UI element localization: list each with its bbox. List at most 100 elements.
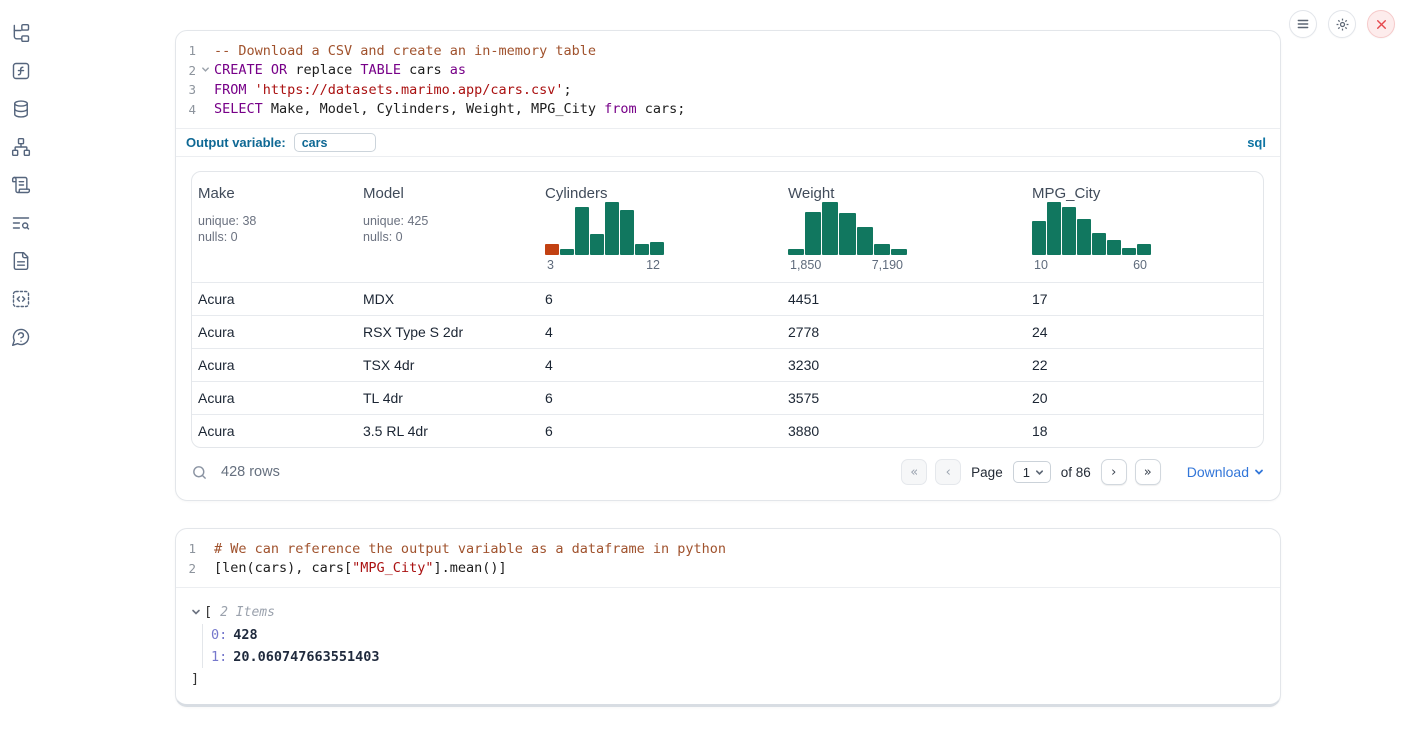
menu-button[interactable]: [1289, 10, 1317, 38]
tree-entry: 0:428: [211, 624, 1264, 646]
histogram-bar: [605, 202, 619, 255]
code-line[interactable]: 1# We can reference the output variable …: [176, 539, 1280, 559]
table-cell: 6: [539, 390, 782, 406]
table-row[interactable]: AcuraTL 4dr6357520: [192, 381, 1263, 414]
code-text: # We can reference the output variable a…: [214, 541, 726, 557]
items-count-label: 2 Items: [220, 605, 275, 620]
histogram-bar: [857, 227, 873, 255]
last-page-button[interactable]: »: [1135, 459, 1161, 485]
menu-icon: [1296, 17, 1310, 31]
line-number: 2: [176, 561, 196, 576]
histogram-bar: [822, 202, 838, 255]
settings-button[interactable]: [1328, 10, 1356, 38]
sql-cell-footer: Output variable: sql: [176, 128, 1280, 156]
table-row[interactable]: AcuraMDX6445117: [192, 282, 1263, 315]
column-histogram[interactable]: 1060: [1032, 202, 1151, 272]
table-cell: Acura: [192, 357, 357, 373]
histogram-max-label: 60: [1133, 258, 1147, 272]
output-variable-label: Output variable:: [186, 135, 286, 150]
histogram-min-label: 3: [547, 258, 554, 272]
table-row[interactable]: AcuraRSX Type S 2dr4277824: [192, 315, 1263, 348]
table-footer: 428 rows « ‹ Page 1 of 86 › » Download: [176, 448, 1280, 500]
database-icon[interactable]: [10, 98, 32, 120]
table-row[interactable]: AcuraTSX 4dr4323022: [192, 348, 1263, 381]
scroll-text-icon[interactable]: [10, 174, 32, 196]
column-histogram[interactable]: 3 12: [545, 202, 664, 272]
histogram-bar: [620, 210, 634, 255]
column-name: Weight: [788, 185, 1018, 202]
tree-entry: 1:20.060747663551403: [211, 646, 1264, 668]
code-line[interactable]: 2 [len(cars), cars["MPG_City"].mean()]: [176, 559, 1280, 579]
chevron-down-icon: [1254, 467, 1264, 477]
python-code-editor[interactable]: 1# We can reference the output variable …: [176, 529, 1280, 587]
code-text: -- Download a CSV and create an in-memor…: [214, 43, 596, 59]
language-badge[interactable]: sql: [1247, 135, 1266, 150]
table-cell: 22: [1026, 357, 1263, 373]
histogram-bar: [590, 234, 604, 255]
shutdown-button[interactable]: [1367, 10, 1395, 38]
table-row[interactable]: Acura3.5 RL 4dr6388018: [192, 414, 1263, 447]
chevron-down-icon[interactable]: [191, 607, 201, 617]
line-number: 1: [176, 43, 196, 58]
column-header-model[interactable]: Modelunique: 425nulls: 0: [357, 172, 539, 282]
next-page-button[interactable]: ›: [1101, 459, 1127, 485]
file-tree-icon[interactable]: [10, 22, 32, 44]
column-header-weight[interactable]: Weight1,8507,190: [782, 172, 1026, 282]
histogram-bar: [1032, 221, 1046, 255]
logs-search-icon[interactable]: [10, 212, 32, 234]
column-header-make[interactable]: Makeunique: 38nulls: 0: [192, 172, 357, 282]
tree-entry-value: 428: [233, 627, 257, 643]
column-stats: unique: 425nulls: 0: [363, 213, 531, 245]
histogram-bar: [839, 213, 855, 255]
table-cell: TSX 4dr: [357, 357, 539, 373]
function-square-icon[interactable]: [10, 60, 32, 82]
table-cell: 4451: [782, 291, 1026, 307]
tree-entry-value: 20.060747663551403: [233, 649, 379, 665]
code-text: CREATE OR replace TABLE cars as: [214, 62, 466, 78]
column-header-cylinders[interactable]: Cylinders 3 12: [539, 172, 782, 282]
document-icon[interactable]: [10, 250, 32, 272]
table-cell: 3.5 RL 4dr: [357, 423, 539, 439]
output-variable-input[interactable]: [294, 133, 376, 152]
help-icon[interactable]: [10, 326, 32, 348]
python-cell: 1# We can reference the output variable …: [175, 528, 1281, 707]
histogram-bar: [545, 244, 559, 255]
sql-cell: 1 -- Download a CSV and create an in-memo…: [175, 30, 1281, 501]
histogram-bar: [1077, 219, 1091, 255]
sql-code-editor[interactable]: 1 -- Download a CSV and create an in-memo…: [176, 31, 1280, 128]
data-table: Makeunique: 38nulls: 0Modelunique: 425nu…: [191, 171, 1264, 448]
dependency-graph-icon[interactable]: [10, 136, 32, 158]
column-histogram[interactable]: 1,8507,190: [788, 202, 907, 272]
notebook-main: 1 -- Download a CSV and create an in-memo…: [175, 30, 1281, 707]
page-select-value: 1: [1023, 465, 1030, 480]
table-cell: RSX Type S 2dr: [357, 324, 539, 340]
histogram-bar: [1122, 248, 1136, 255]
code-line[interactable]: 3FROM 'https://datasets.marimo.app/cars.…: [176, 80, 1280, 100]
histogram-max-label: 12: [646, 258, 660, 272]
download-label: Download: [1187, 464, 1249, 480]
code-line[interactable]: 4SELECT Make, Model, Cylinders, Weight, …: [176, 100, 1280, 120]
code-text: FROM 'https://datasets.marimo.app/cars.c…: [214, 82, 572, 98]
code-line[interactable]: 1 -- Download a CSV and create an in-memo…: [176, 41, 1280, 61]
table-cell: 18: [1026, 423, 1263, 439]
download-button[interactable]: Download: [1187, 464, 1264, 480]
table-cell: Acura: [192, 423, 357, 439]
page-select[interactable]: 1: [1013, 461, 1051, 483]
table-cell: 3575: [782, 390, 1026, 406]
sql-output-section: Makeunique: 38nulls: 0Modelunique: 425nu…: [176, 156, 1280, 448]
first-page-button[interactable]: «: [901, 459, 927, 485]
column-name: Cylinders: [545, 185, 774, 202]
previous-page-button[interactable]: ‹: [935, 459, 961, 485]
table-cell: MDX: [357, 291, 539, 307]
helper-panel-sidebar: [10, 22, 32, 348]
column-header-mpg_city[interactable]: MPG_City1060: [1026, 172, 1263, 282]
snippets-icon[interactable]: [10, 288, 32, 310]
code-text: [len(cars), cars["MPG_City"].mean()]: [214, 560, 507, 576]
search-icon[interactable]: [191, 464, 208, 481]
code-line[interactable]: 2 CREATE OR replace TABLE cars as: [176, 61, 1280, 81]
table-cell: 4: [539, 324, 782, 340]
histogram-bar: [1137, 244, 1151, 255]
line-number: 2: [176, 63, 196, 78]
fold-chevron-icon[interactable]: [196, 62, 214, 78]
histogram-max-label: 7,190: [872, 258, 903, 272]
